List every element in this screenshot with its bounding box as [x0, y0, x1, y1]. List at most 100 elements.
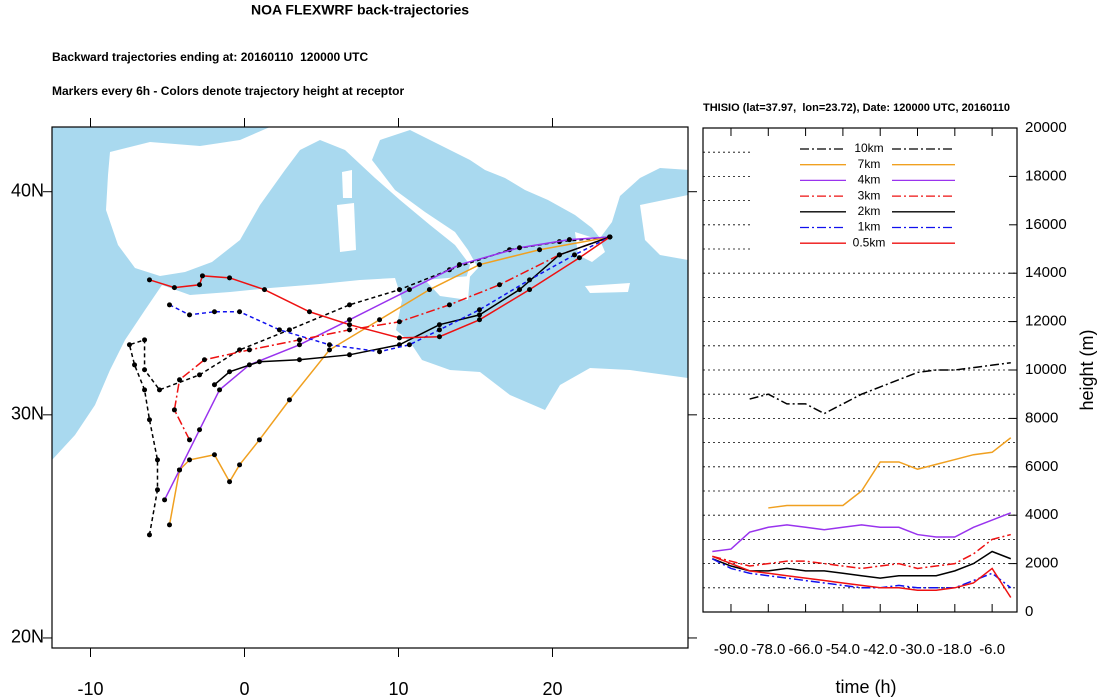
marker	[406, 342, 412, 348]
marker	[177, 377, 183, 383]
trajectory-line	[712, 550, 1012, 579]
map-background	[52, 127, 688, 648]
x-tick-label: -6.0	[979, 641, 1005, 658]
marker	[146, 417, 152, 423]
plot-frame	[51, 126, 689, 649]
land-africa	[52, 278, 688, 648]
x-tick-label: -66.0	[788, 641, 822, 658]
marker	[211, 309, 217, 315]
marker	[171, 407, 177, 413]
legend-label: 1km	[858, 220, 881, 234]
trajectory-line	[168, 236, 610, 525]
figure-title: NOA FLEXWRF back-trajectories	[251, 2, 469, 18]
marker	[497, 282, 503, 288]
x-tick-label: -10	[77, 679, 103, 699]
marker	[476, 307, 482, 313]
marker	[262, 287, 268, 293]
marker	[572, 252, 578, 258]
land-corsica	[342, 170, 352, 198]
x-tick-label: 20	[542, 679, 562, 699]
note: Markers every 6h - Colors denote traject…	[52, 84, 404, 98]
marker	[142, 337, 148, 343]
land-crete	[585, 283, 630, 293]
marker	[201, 357, 207, 363]
trajectory-line	[712, 512, 1012, 553]
y-tick-label: 18000	[1025, 167, 1067, 184]
marker	[296, 337, 302, 343]
marker	[436, 327, 442, 333]
marker	[396, 287, 402, 293]
marker	[396, 319, 402, 325]
y-tick-label: 40N	[11, 180, 44, 200]
subtitle: Backward trajectories ending at: 2016011…	[52, 50, 368, 64]
legend-background	[750, 130, 1015, 260]
marker	[306, 309, 312, 315]
y-tick-label: 10000	[1025, 361, 1067, 378]
marker	[237, 309, 243, 315]
marker	[347, 322, 353, 328]
y-axis-label: height (m)	[1077, 329, 1097, 410]
marker	[237, 347, 243, 353]
y-tick-label: 20000	[1025, 119, 1067, 136]
marker	[396, 342, 402, 348]
marker	[446, 302, 452, 308]
y-tick-label: 14000	[1025, 264, 1067, 281]
marker	[426, 287, 432, 293]
marker	[126, 342, 132, 348]
marker	[436, 322, 442, 328]
marker	[166, 302, 172, 308]
marker	[517, 245, 523, 251]
marker	[476, 262, 482, 268]
marker	[456, 262, 462, 268]
marker	[396, 335, 402, 341]
marker	[566, 237, 572, 243]
legend-label: 10km	[854, 141, 883, 155]
trajectory-line	[768, 437, 1012, 509]
marker	[326, 347, 332, 353]
marker	[177, 467, 183, 473]
x-tick-label: -78.0	[751, 641, 785, 658]
marker	[162, 497, 168, 503]
x-tick-label: -30.0	[900, 641, 934, 658]
marker	[142, 367, 148, 373]
marker	[146, 277, 152, 283]
marker	[187, 457, 193, 463]
marker	[142, 387, 148, 393]
marker	[296, 357, 302, 363]
marker	[199, 273, 205, 279]
marker	[276, 327, 282, 333]
land-sardinia	[337, 203, 356, 252]
marker	[166, 522, 172, 528]
y-tick-label: 6000	[1025, 458, 1058, 475]
x-axis-label: time (h)	[835, 677, 896, 697]
panel-title: THISIO (lat=37.97, lon=23.72), Date: 120…	[703, 102, 1010, 114]
marker	[154, 457, 160, 463]
marker	[146, 532, 152, 538]
marker	[154, 487, 160, 493]
legend-label: 7km	[858, 157, 881, 171]
marker	[187, 312, 193, 318]
trajectory-line	[711, 558, 1012, 589]
marker	[326, 342, 332, 348]
marker	[227, 275, 233, 281]
marker	[286, 327, 292, 333]
x-tick-label: -90.0	[714, 641, 748, 658]
marker	[227, 479, 233, 485]
marker	[256, 359, 262, 365]
marker	[476, 312, 482, 318]
marker	[347, 327, 353, 333]
marker	[436, 334, 442, 340]
legend-label: 3km	[858, 188, 881, 202]
marker	[537, 247, 543, 253]
land-turkey	[640, 195, 688, 260]
marker	[171, 285, 177, 291]
marker	[197, 427, 203, 433]
y-tick-label: 16000	[1025, 216, 1067, 233]
x-tick-label: -54.0	[826, 641, 860, 658]
marker	[527, 287, 533, 293]
marker	[156, 387, 162, 393]
marker	[211, 382, 217, 388]
trajectory-line	[173, 236, 611, 441]
x-tick-label: 0	[239, 679, 249, 699]
